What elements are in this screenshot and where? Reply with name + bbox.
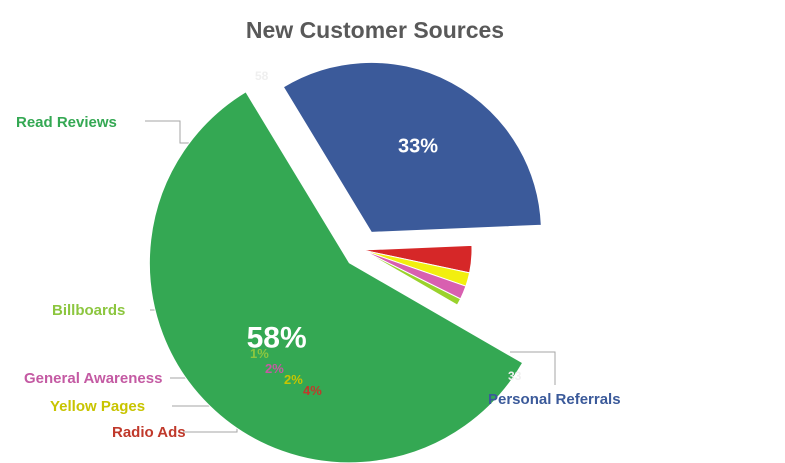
pie-labels: 58% 58 Read Reviews 33% 33 Personal Referrals…	[16, 69, 621, 441]
category-label-yellow-pages: Yellow Pages	[50, 398, 145, 415]
data-label-personal-referrals: 33%	[398, 135, 438, 157]
category-label-general-awareness: General Awareness	[24, 370, 162, 387]
data-label-general-awareness: 2%	[265, 361, 284, 376]
ghost-value-read-reviews: 58	[255, 69, 269, 83]
slice-billboards	[361, 249, 462, 306]
category-label-billboards: Billboards	[52, 302, 125, 319]
data-label-billboards: 1%	[250, 346, 269, 361]
pie-slices	[148, 61, 542, 463]
leader-line-personal-referrals	[510, 351, 556, 385]
slice-read-reviews	[148, 91, 524, 463]
category-label-personal-referrals: Personal Referrals	[488, 391, 621, 408]
category-label-read-reviews: Read Reviews	[16, 114, 117, 131]
data-label-read-reviews: 58%	[247, 322, 307, 355]
category-label-radio-ads: Radio Ads	[112, 424, 186, 441]
chart-title: New Customer Sources	[246, 17, 504, 43]
data-label-yellow-pages: 2%	[284, 372, 303, 387]
slice-personal-referrals	[282, 61, 542, 233]
data-label-radio-ads: 4%	[303, 383, 322, 398]
ghost-value-personal-referrals: 33	[508, 369, 522, 383]
